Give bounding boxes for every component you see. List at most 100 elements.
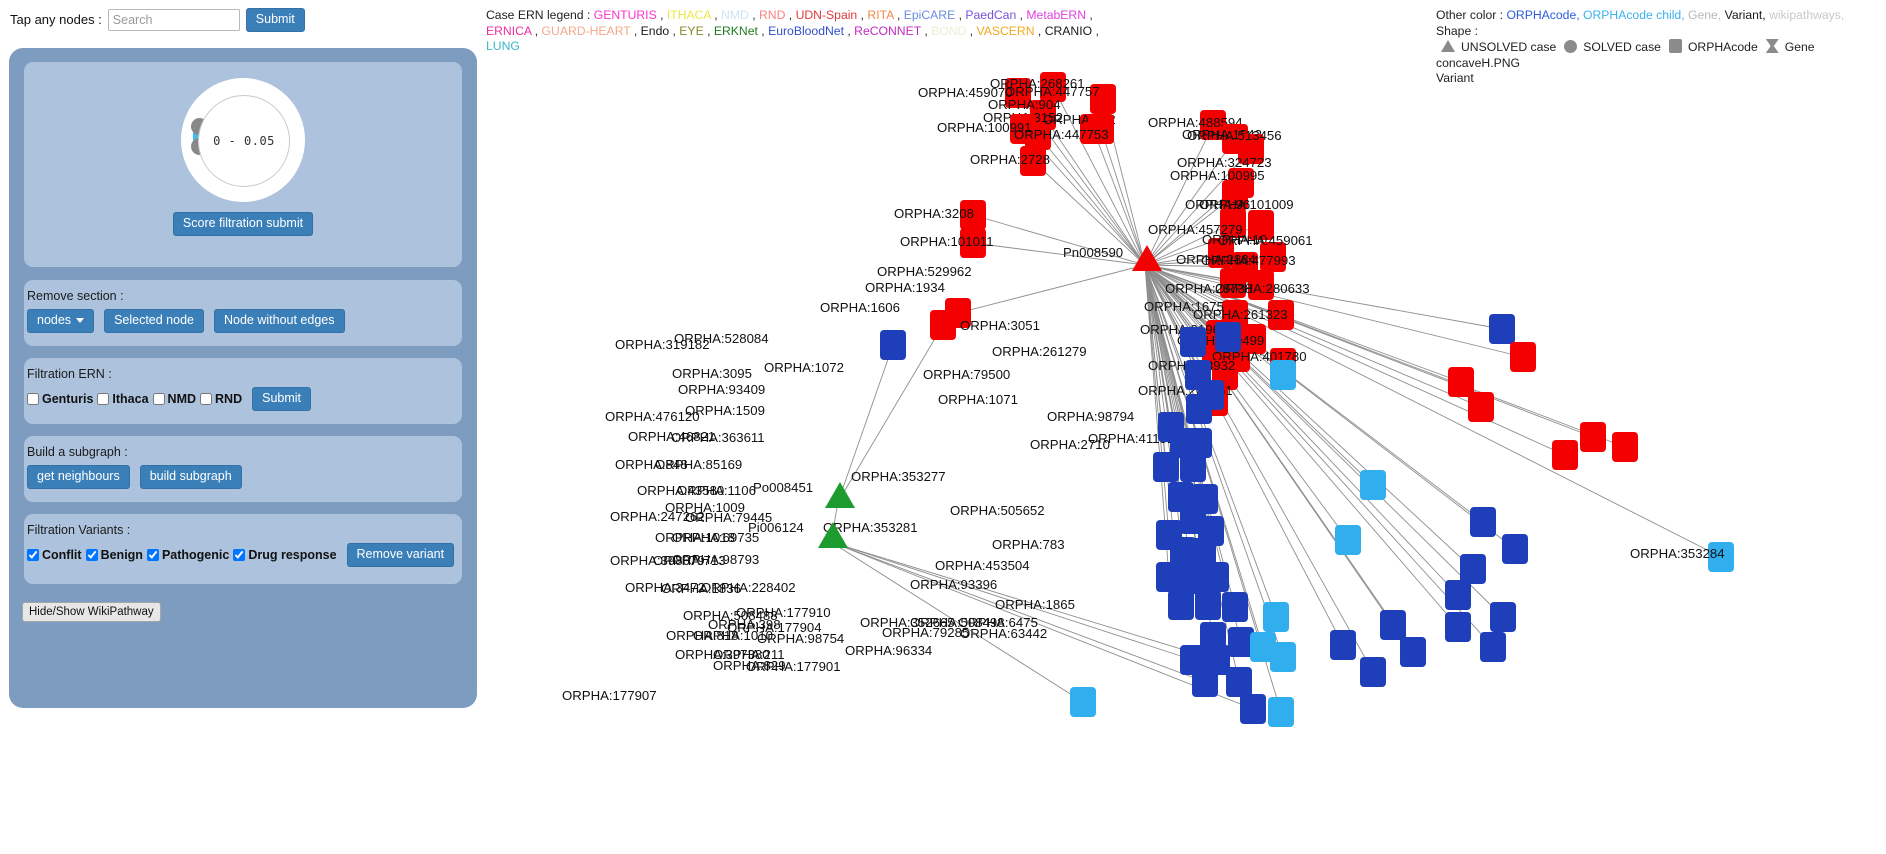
graph-node[interactable] bbox=[1335, 525, 1361, 555]
search-submit-button[interactable]: Submit bbox=[245, 8, 305, 32]
filtration-ern-submit-button[interactable]: Submit bbox=[252, 387, 312, 411]
remove-variant-button[interactable]: Remove variant bbox=[346, 543, 455, 567]
score-filtration-submit-button[interactable]: Score filtration submit bbox=[172, 212, 314, 236]
graph-node[interactable] bbox=[1088, 114, 1114, 144]
graph-node[interactable] bbox=[1226, 667, 1252, 697]
graph-node[interactable] bbox=[1263, 602, 1289, 632]
graph-node[interactable] bbox=[1228, 627, 1254, 657]
checkbox-rnd[interactable]: RND bbox=[200, 392, 242, 406]
checkbox-input[interactable] bbox=[27, 548, 39, 561]
graph-node[interactable] bbox=[1220, 268, 1246, 298]
graph-node[interactable] bbox=[880, 330, 906, 360]
remove-selected-node-button[interactable]: Selected node bbox=[104, 309, 204, 333]
graph-node[interactable] bbox=[1020, 146, 1046, 176]
checkbox-pathogenic[interactable]: Pathogenic bbox=[146, 548, 229, 562]
graph-node[interactable] bbox=[1153, 452, 1179, 482]
graph-node[interactable] bbox=[960, 200, 986, 230]
checkbox-input[interactable] bbox=[97, 392, 110, 405]
graph-node-label: ORPHA:528084 bbox=[674, 331, 769, 346]
filtration-ern-card: Filtration ERN : Genturis Ithaca NMD RND Sub… bbox=[24, 358, 462, 424]
score-range-dial[interactable]: 0 - 0.05 bbox=[181, 78, 305, 202]
graph-node[interactable] bbox=[1238, 134, 1264, 164]
graph-node[interactable] bbox=[1268, 697, 1294, 727]
graph-node[interactable] bbox=[1580, 422, 1606, 452]
checkbox-input[interactable] bbox=[152, 392, 165, 405]
graph-node[interactable] bbox=[1168, 590, 1194, 620]
graph-node[interactable] bbox=[1180, 452, 1206, 482]
graph-node[interactable] bbox=[1186, 394, 1212, 424]
graph-node-label: ORPHA:93396 bbox=[910, 577, 998, 592]
checkbox-input[interactable] bbox=[85, 548, 98, 561]
graph-node[interactable] bbox=[930, 310, 956, 340]
graph-node[interactable] bbox=[1222, 592, 1248, 622]
graph-node[interactable] bbox=[1489, 314, 1515, 344]
remove-nodes-dropdown[interactable]: nodes bbox=[27, 309, 95, 333]
graph-node[interactable] bbox=[1380, 610, 1406, 640]
graph-node[interactable] bbox=[1248, 210, 1274, 240]
graph-node[interactable] bbox=[1330, 630, 1356, 660]
graph-node[interactable] bbox=[1203, 562, 1229, 592]
graph-node[interactable] bbox=[1220, 208, 1246, 238]
graph-node[interactable] bbox=[1180, 564, 1206, 594]
graph-node[interactable] bbox=[1490, 602, 1516, 632]
checkbox-nmd[interactable]: NMD bbox=[152, 392, 196, 406]
graph-node-label: ORPHA:211 bbox=[713, 647, 785, 662]
graph-node[interactable] bbox=[1270, 360, 1296, 390]
graph-node[interactable] bbox=[1270, 642, 1296, 672]
remove-node-without-edges-button[interactable]: Node without edges bbox=[214, 309, 345, 333]
search-input[interactable] bbox=[107, 8, 240, 31]
graph-node[interactable] bbox=[1156, 562, 1182, 592]
circle-icon bbox=[1564, 40, 1578, 53]
graph-node[interactable] bbox=[1010, 114, 1036, 144]
graph-node[interactable] bbox=[1215, 322, 1241, 352]
graph-node[interactable] bbox=[1470, 507, 1496, 537]
graph-node[interactable] bbox=[1360, 470, 1386, 500]
hide-show-wikipathway-button[interactable]: Hide/Show WikiPathway bbox=[22, 602, 161, 622]
graph-node[interactable] bbox=[1468, 392, 1494, 422]
graph-node[interactable] bbox=[1460, 554, 1486, 584]
graph-node[interactable] bbox=[1195, 590, 1221, 620]
graph-node-label: ORPHA:100991 bbox=[937, 120, 1032, 135]
checkbox-conflit[interactable]: Conflit bbox=[27, 548, 82, 562]
build-subgraph-button[interactable]: build subgraph bbox=[139, 465, 242, 489]
checkbox-input[interactable] bbox=[146, 548, 159, 561]
graph-node-label: ORPHA:1009 bbox=[665, 500, 745, 515]
graph-node[interactable] bbox=[1445, 580, 1471, 610]
checkbox-drug-response[interactable]: Drug response bbox=[233, 548, 337, 562]
graph-node[interactable] bbox=[1070, 687, 1096, 717]
get-neighbours-button[interactable]: get neighbours bbox=[27, 465, 130, 489]
graph-node[interactable] bbox=[1360, 657, 1386, 687]
graph-node[interactable] bbox=[1180, 327, 1206, 357]
graph-node[interactable] bbox=[1502, 534, 1528, 564]
graph-node[interactable] bbox=[1005, 78, 1031, 108]
graph-hub-node[interactable] bbox=[1132, 245, 1162, 271]
graph-node[interactable] bbox=[1268, 300, 1294, 330]
network-graph-canvas[interactable]: ORPHA:459070 ORPHA:268261 ORPHA:904 ORPHA:4… bbox=[480, 42, 1886, 854]
graph-node[interactable] bbox=[1040, 72, 1066, 102]
graph-node[interactable] bbox=[1445, 612, 1471, 642]
graph-hub-node[interactable] bbox=[818, 522, 848, 548]
graph-node[interactable] bbox=[960, 228, 986, 258]
graph-node[interactable] bbox=[1200, 110, 1226, 140]
checkbox-benign[interactable]: Benign bbox=[85, 548, 143, 562]
graph-node[interactable] bbox=[1510, 342, 1536, 372]
graph-node[interactable] bbox=[1612, 432, 1638, 462]
graph-node[interactable] bbox=[1222, 180, 1248, 210]
graph-node[interactable] bbox=[1248, 270, 1274, 300]
checkbox-input[interactable] bbox=[200, 392, 213, 405]
other-legend-item-gene: Gene, bbox=[1684, 8, 1722, 22]
graph-node[interactable] bbox=[1208, 238, 1234, 268]
graph-node[interactable] bbox=[1480, 632, 1506, 662]
graph-node[interactable] bbox=[1090, 84, 1116, 114]
graph-node[interactable] bbox=[1552, 440, 1578, 470]
graph-node[interactable] bbox=[1260, 242, 1286, 272]
graph-node[interactable] bbox=[1192, 667, 1218, 697]
checkbox-input[interactable] bbox=[233, 548, 246, 561]
graph-node[interactable] bbox=[1240, 694, 1266, 724]
graph-node[interactable] bbox=[1708, 542, 1734, 572]
checkbox-ithaca[interactable]: Ithaca bbox=[97, 392, 149, 406]
checkbox-genturis[interactable]: Genturis bbox=[27, 392, 93, 406]
checkbox-input[interactable] bbox=[27, 392, 39, 405]
graph-node[interactable] bbox=[1400, 637, 1426, 667]
graph-hub-node[interactable] bbox=[825, 482, 855, 508]
